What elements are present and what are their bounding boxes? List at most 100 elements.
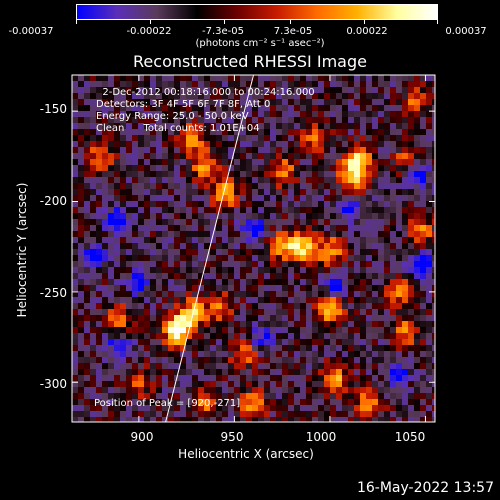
heatmap-cell [360, 297, 366, 303]
heatmap-cell [330, 279, 336, 285]
heatmap-cell [84, 303, 90, 309]
heatmap-cell [384, 327, 390, 333]
heatmap-cell [426, 417, 432, 422]
heatmap-cell [180, 315, 186, 321]
heatmap-cell [312, 207, 318, 213]
heatmap-cell [420, 99, 426, 105]
heatmap-cell [366, 147, 372, 153]
heatmap-cell [264, 147, 270, 153]
heatmap-cell [156, 261, 162, 267]
heatmap-cell [126, 417, 132, 422]
heatmap-cell [186, 255, 192, 261]
heatmap-cell [264, 297, 270, 303]
heatmap-cell [90, 135, 96, 141]
heatmap-cell [330, 87, 336, 93]
heatmap-cell [336, 417, 342, 422]
heatmap-cell [114, 297, 120, 303]
heatmap-cell [342, 243, 348, 249]
heatmap-cell [420, 123, 426, 129]
heatmap-cell [396, 405, 402, 411]
heatmap-cell [132, 177, 138, 183]
heatmap-cell [420, 87, 426, 93]
heatmap-cell [384, 147, 390, 153]
heatmap-cell [432, 345, 435, 351]
heatmap-cell [300, 111, 306, 117]
heatmap-cell [324, 123, 330, 129]
heatmap-cell [222, 363, 228, 369]
heatmap-cell [396, 225, 402, 231]
heatmap-cell [132, 213, 138, 219]
heatmap-cell [432, 87, 435, 93]
heatmap-cell [234, 171, 240, 177]
heatmap-cell [324, 411, 330, 417]
heatmap-cell [402, 225, 408, 231]
heatmap-cell [204, 171, 210, 177]
heatmap-cell [198, 231, 204, 237]
heatmap-cell [126, 369, 132, 375]
heatmap-cell [300, 357, 306, 363]
heatmap-cell [306, 189, 312, 195]
heatmap-cell [186, 165, 192, 171]
heatmap-cell [354, 183, 360, 189]
heatmap-cell [276, 369, 282, 375]
heatmap-cell [210, 309, 216, 315]
heatmap-cell [216, 237, 222, 243]
heatmap-cell [168, 285, 174, 291]
heatmap-cell [162, 273, 168, 279]
heatmap-cell [138, 375, 144, 381]
heatmap-cell [78, 117, 84, 123]
heatmap-cell [390, 231, 396, 237]
heatmap-cell [348, 243, 354, 249]
heatmap-cell [222, 321, 228, 327]
heatmap-cell [318, 363, 324, 369]
heatmap-cell [156, 345, 162, 351]
heatmap-cell [240, 183, 246, 189]
heatmap-cell [312, 171, 318, 177]
heatmap-cell [372, 411, 378, 417]
heatmap-cell [180, 243, 186, 249]
heatmap-cell [426, 171, 432, 177]
heatmap-cell [144, 141, 150, 147]
heatmap-cell [240, 387, 246, 393]
heatmap-cell [186, 327, 192, 333]
heatmap-cell [324, 171, 330, 177]
heatmap-cell [354, 219, 360, 225]
heatmap-cell [324, 309, 330, 315]
heatmap-cell [342, 249, 348, 255]
heatmap-cell [228, 159, 234, 165]
heatmap-cell [108, 357, 114, 363]
heatmap-cell [132, 195, 138, 201]
heatmap-cell [372, 207, 378, 213]
heatmap-cell [414, 357, 420, 363]
heatmap-cell [390, 249, 396, 255]
heatmap-cell [78, 309, 84, 315]
heatmap-cell [390, 81, 396, 87]
heatmap-cell [144, 213, 150, 219]
heatmap-cell [366, 255, 372, 261]
heatmap-cell [426, 231, 432, 237]
heatmap-cell [426, 285, 432, 291]
heatmap-cell [156, 315, 162, 321]
heatmap-cell [264, 339, 270, 345]
annotation-detectors: Detectors: 3F 4F 5F 6F 7F 8F, Att 0 [96, 99, 271, 110]
heatmap-cell [354, 411, 360, 417]
heatmap-cell [264, 159, 270, 165]
heatmap-cell [180, 321, 186, 327]
heatmap-cell [432, 255, 435, 261]
heatmap-cell [210, 291, 216, 297]
heatmap-cell [396, 285, 402, 291]
heatmap-cell [336, 111, 342, 117]
heatmap-cell [270, 261, 276, 267]
heatmap-cell [420, 381, 426, 387]
heatmap-cell [318, 93, 324, 99]
heatmap-cell [96, 357, 102, 363]
heatmap-cell [366, 285, 372, 291]
heatmap-cell [276, 237, 282, 243]
heatmap-cell [258, 351, 264, 357]
heatmap-cell [300, 393, 306, 399]
heatmap-cell [336, 123, 342, 129]
heatmap-cell [378, 303, 384, 309]
heatmap-cell [270, 213, 276, 219]
heatmap-cell [426, 177, 432, 183]
heatmap-cell [396, 111, 402, 117]
